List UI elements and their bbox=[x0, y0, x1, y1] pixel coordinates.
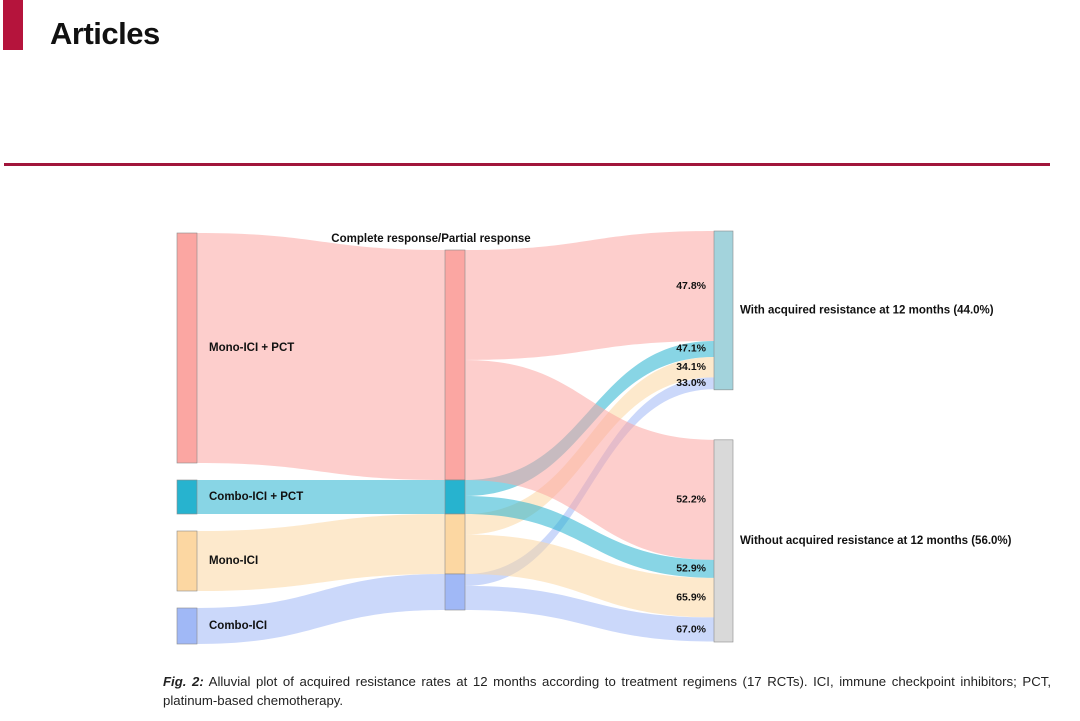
flow-mono_pct-to-response bbox=[197, 233, 445, 480]
source-node-combo_ici bbox=[176, 607, 198, 645]
flow-mono_pct-to-without bbox=[465, 359, 714, 560]
flow-combo_ici-to-without bbox=[465, 585, 714, 642]
flow-percent-label: 52.9% bbox=[676, 563, 706, 575]
response-node-segment-mono_pct bbox=[444, 249, 466, 481]
flow-mono_ici-to-response bbox=[197, 514, 445, 591]
source-label-combo_pct: Combo-ICI + PCT bbox=[209, 491, 303, 503]
source-label-mono_ici: Mono-ICI bbox=[209, 555, 258, 567]
section-title: Articles bbox=[50, 16, 160, 51]
caption-label: Fig. 2: bbox=[163, 674, 204, 689]
figure-caption: Fig. 2: Alluvial plot of acquired resist… bbox=[163, 672, 1051, 710]
source-node-mono_pct bbox=[176, 232, 198, 464]
response-node-segment-combo_ici bbox=[444, 573, 466, 611]
outcome-label-without: Without acquired resistance at 12 months… bbox=[740, 535, 1012, 547]
flow-percent-label: 33.0% bbox=[676, 377, 706, 389]
outcome-node-with bbox=[713, 230, 734, 391]
response-node-segment-mono_ici bbox=[444, 513, 466, 575]
source-label-mono_pct: Mono-ICI + PCT bbox=[209, 342, 294, 354]
response-node-segment-combo_pct bbox=[444, 479, 466, 515]
flow-percent-label: 34.1% bbox=[676, 361, 706, 373]
outcome-node-without bbox=[713, 439, 734, 643]
flow-combo_pct-to-without bbox=[465, 496, 714, 578]
flow-mono_pct-to-with bbox=[465, 231, 714, 360]
flows-layer bbox=[197, 231, 714, 644]
outcome-label-with: With acquired resistance at 12 months (4… bbox=[740, 304, 994, 316]
labels-layer: Mono-ICI + PCT Combo-ICI + PCT Mono-ICI Com… bbox=[209, 233, 1012, 635]
stage-label-response: Complete response/Partial response bbox=[331, 233, 530, 245]
flow-percent-label: 67.0% bbox=[676, 623, 706, 635]
caption-text: Alluvial plot of acquired resistance rat… bbox=[163, 674, 1051, 708]
nodes-layer bbox=[176, 230, 734, 645]
source-label-combo_ici: Combo-ICI bbox=[209, 620, 267, 632]
header-rule bbox=[4, 163, 1050, 166]
flow-percent-label: 47.8% bbox=[676, 280, 706, 292]
flow-mono_ici-to-without bbox=[465, 534, 714, 618]
flow-combo_pct-to-response bbox=[197, 480, 445, 514]
flow-percent-label: 47.1% bbox=[676, 343, 706, 355]
flow-percent-label: 65.9% bbox=[676, 591, 706, 603]
source-node-mono_ici bbox=[176, 530, 198, 592]
journal-accent-bar bbox=[3, 0, 23, 50]
flow-percent-label: 52.2% bbox=[676, 494, 706, 506]
flow-combo_ici-to-response bbox=[197, 574, 445, 644]
source-node-combo_pct bbox=[176, 479, 198, 515]
